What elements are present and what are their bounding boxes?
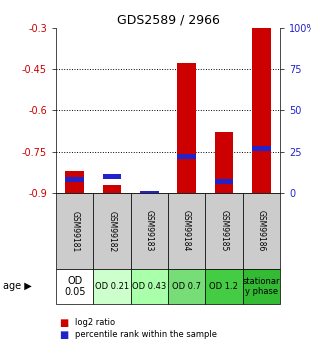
Bar — [103, 185, 121, 193]
Bar — [243, 269, 280, 304]
Bar — [140, 191, 159, 196]
Bar — [205, 193, 243, 269]
Bar — [252, 28, 271, 193]
Bar — [93, 193, 131, 269]
Bar — [65, 177, 84, 183]
Text: OD 0.7: OD 0.7 — [172, 282, 201, 291]
Bar — [131, 269, 168, 304]
Bar — [93, 269, 131, 304]
Text: age ▶: age ▶ — [3, 282, 32, 291]
Bar — [215, 132, 233, 193]
Text: stationar
y phase: stationar y phase — [243, 277, 280, 296]
Bar — [168, 269, 205, 304]
Text: GSM99181: GSM99181 — [70, 210, 79, 252]
Bar — [177, 154, 196, 159]
Bar — [215, 179, 233, 184]
Text: log2 ratio: log2 ratio — [75, 318, 115, 327]
Bar — [56, 269, 93, 304]
Bar — [56, 193, 93, 269]
Bar — [205, 269, 243, 304]
Text: GSM99185: GSM99185 — [220, 210, 228, 252]
Text: OD 0.43: OD 0.43 — [132, 282, 166, 291]
Bar — [177, 63, 196, 193]
Title: GDS2589 / 2966: GDS2589 / 2966 — [117, 13, 219, 27]
Text: OD
0.05: OD 0.05 — [64, 276, 86, 297]
Text: ■: ■ — [59, 330, 68, 339]
Bar — [168, 193, 205, 269]
Text: ■: ■ — [59, 318, 68, 327]
Bar — [65, 171, 84, 193]
Bar — [243, 193, 280, 269]
Text: GSM99182: GSM99182 — [108, 210, 116, 252]
Bar — [131, 193, 168, 269]
Text: GSM99184: GSM99184 — [182, 210, 191, 252]
Bar — [103, 174, 121, 179]
Text: GSM99183: GSM99183 — [145, 210, 154, 252]
Text: OD 0.21: OD 0.21 — [95, 282, 129, 291]
Text: percentile rank within the sample: percentile rank within the sample — [75, 330, 217, 339]
Text: GSM99186: GSM99186 — [257, 210, 266, 252]
Text: OD 1.2: OD 1.2 — [210, 282, 238, 291]
Bar — [252, 146, 271, 151]
